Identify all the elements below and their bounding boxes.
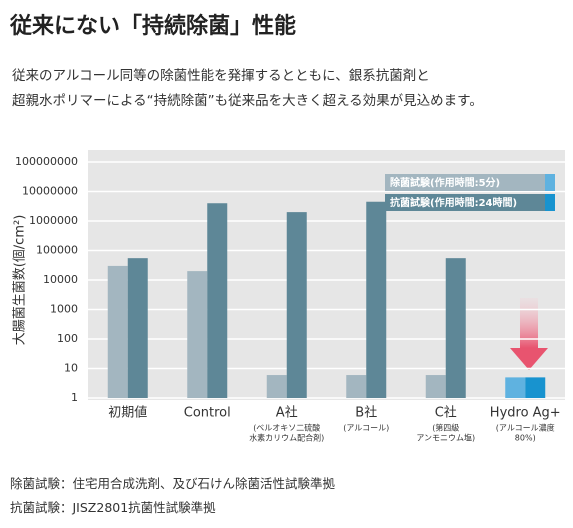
bar [366,201,387,398]
x-tick-label: Control [184,406,231,421]
legend-label: 除菌試験(作用時間:5分) [390,176,500,189]
y-tick-label: 1000000 [29,214,78,227]
y-tick-label: 100 [57,332,78,345]
bar [127,258,148,398]
y-tick-label: 100000 [36,244,78,257]
x-tick-label: B社 [355,405,377,421]
x-tick-label: 初期値 [108,405,147,421]
y-tick-label: 1 [71,391,78,404]
category-note: (第四級 [432,423,459,433]
arrow-head [510,348,548,370]
y-tick-label: 10000 [43,273,78,286]
category-note: (アルコール濃度 [496,423,555,433]
intro-line: 超親水ポリマーによる“持続除菌”も従来品を大きく超える効果が見込めます。 [12,93,483,109]
x-tick-label: A社 [276,405,298,421]
bar [266,375,287,398]
bar [505,377,526,398]
title: 従来にない「持続除菌」性能 [10,14,297,39]
bar [346,375,367,398]
legend-box [385,194,545,211]
category-note: 水素カリウム配合剤) [249,433,324,443]
category-note: (ベルオキソ二硫酸 [253,423,320,433]
category-note: アンモニウム塩) [416,433,475,443]
legend-label: 抗菌試験(作用時間:24時間) [390,196,517,209]
arrow [520,298,538,348]
bar [525,377,546,398]
legend-tab [545,174,555,191]
note: 抗菌試験：JISZ2801抗菌性試験準拠 [10,500,216,515]
y-tick-label: 10 [64,362,78,375]
legend-box [385,174,545,191]
intro: 従来のアルコール同等の除菌性能を発揮するとともに、銀系抗菌剤と 超親水ポリマーに… [12,64,483,114]
bar [445,258,466,398]
x-tick-label: C社 [435,405,457,421]
bar [286,212,307,398]
notes: 除菌試験：住宅用合成洗剤、及び石けん除菌活性試験準拠 抗菌試験：JISZ2801… [10,472,335,520]
chart: 1 10 100 1000 10000 100000 1000000 10000000 1000… [13,150,565,443]
bar [107,265,128,398]
y-tick-label: 1000 [50,303,78,316]
x-tick-label: Hydro Ag+ [490,406,561,421]
y-tick-label: 10000000 [22,185,78,198]
bar [425,375,446,398]
y-tick-label: 100000000 [15,155,78,168]
note: 除菌試験：住宅用合成洗剤、及び石けん除菌活性試験準拠 [10,476,336,491]
legend-tab [545,194,555,211]
category-note: 80%) [515,434,536,443]
bar [187,271,208,398]
category-note: (アルコール) [343,424,389,433]
y-axis-label: 大腸菌生菌数(個/cm²) [13,215,28,346]
intro-line: 従来のアルコール同等の除菌性能を発揮するとともに、銀系抗菌剤と [12,68,430,84]
bar [207,203,228,398]
